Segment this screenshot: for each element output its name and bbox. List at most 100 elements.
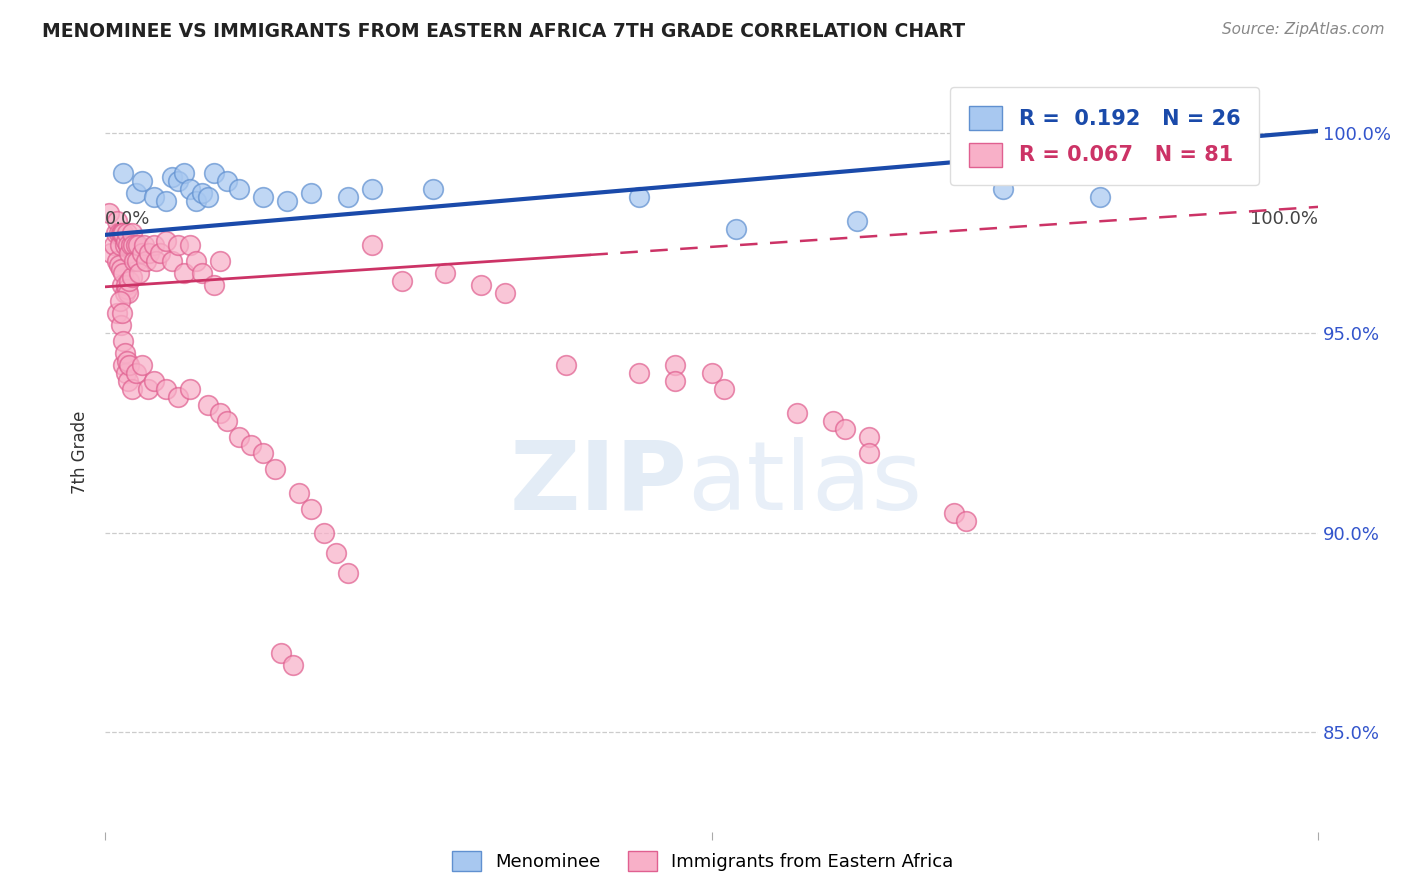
Point xyxy=(118,358,141,372)
Point xyxy=(155,382,177,396)
Point xyxy=(110,226,132,240)
Point xyxy=(117,237,139,252)
Point xyxy=(167,237,190,252)
Point xyxy=(786,406,808,420)
Point xyxy=(1088,190,1111,204)
Point xyxy=(627,366,650,380)
Point xyxy=(111,306,134,320)
Point xyxy=(108,237,131,252)
Point xyxy=(228,182,250,196)
Point xyxy=(142,190,165,204)
Point xyxy=(97,206,120,220)
Text: atlas: atlas xyxy=(688,436,922,530)
Point xyxy=(288,485,311,500)
Point xyxy=(943,506,966,520)
Point xyxy=(270,646,292,660)
Point xyxy=(136,382,159,396)
Point xyxy=(115,226,138,240)
Point xyxy=(115,282,138,296)
Point xyxy=(105,306,128,320)
Point xyxy=(107,258,129,272)
Point xyxy=(155,234,177,248)
Point xyxy=(100,245,122,260)
Text: 0.0%: 0.0% xyxy=(105,211,150,228)
Point xyxy=(299,501,322,516)
Point xyxy=(125,253,148,268)
Point xyxy=(121,382,143,396)
Point xyxy=(299,186,322,200)
Text: MENOMINEE VS IMMIGRANTS FROM EASTERN AFRICA 7TH GRADE CORRELATION CHART: MENOMINEE VS IMMIGRANTS FROM EASTERN AFR… xyxy=(42,22,966,41)
Point xyxy=(191,266,214,280)
Point xyxy=(202,166,225,180)
Point xyxy=(160,169,183,184)
Point xyxy=(312,525,335,540)
Text: Source: ZipAtlas.com: Source: ZipAtlas.com xyxy=(1222,22,1385,37)
Point xyxy=(228,430,250,444)
Point xyxy=(991,182,1014,196)
Y-axis label: 7th Grade: 7th Grade xyxy=(72,411,89,494)
Point xyxy=(834,422,856,436)
Point xyxy=(470,277,492,292)
Point xyxy=(105,226,128,240)
Point xyxy=(110,261,132,276)
Point xyxy=(173,266,195,280)
Point xyxy=(108,293,131,308)
Point xyxy=(132,237,155,252)
Point xyxy=(114,366,136,380)
Point xyxy=(209,406,232,420)
Point xyxy=(361,182,384,196)
Point xyxy=(110,318,132,332)
Point xyxy=(127,237,149,252)
Point xyxy=(433,266,456,280)
Point xyxy=(114,277,136,292)
Point xyxy=(124,237,146,252)
Legend: R =  0.192   N = 26, R = 0.067   N = 81: R = 0.192 N = 26, R = 0.067 N = 81 xyxy=(950,87,1260,186)
Point xyxy=(664,358,686,372)
Point xyxy=(239,438,262,452)
Point xyxy=(138,245,160,260)
Point xyxy=(167,390,190,404)
Point xyxy=(361,237,384,252)
Point xyxy=(124,366,146,380)
Point xyxy=(186,194,208,208)
Point xyxy=(120,237,142,252)
Point xyxy=(252,190,274,204)
Point xyxy=(115,353,138,368)
Point xyxy=(105,214,128,228)
Point xyxy=(276,194,298,208)
Point xyxy=(391,274,413,288)
Point xyxy=(145,253,167,268)
Point xyxy=(131,174,153,188)
Point xyxy=(627,190,650,204)
Point xyxy=(155,194,177,208)
Point xyxy=(142,374,165,388)
Text: ZIP: ZIP xyxy=(509,436,688,530)
Point xyxy=(202,277,225,292)
Point xyxy=(252,446,274,460)
Point xyxy=(179,237,201,252)
Point xyxy=(336,190,359,204)
Point xyxy=(215,174,238,188)
Point xyxy=(114,237,136,252)
Point xyxy=(160,253,183,268)
Point xyxy=(131,245,153,260)
Point xyxy=(336,566,359,580)
Point xyxy=(167,174,190,188)
Point xyxy=(173,166,195,180)
Point xyxy=(283,657,305,672)
Point xyxy=(118,245,141,260)
Point xyxy=(124,186,146,200)
Point xyxy=(112,166,135,180)
Point xyxy=(112,358,135,372)
Point xyxy=(713,382,735,396)
Point xyxy=(121,269,143,284)
Point xyxy=(112,266,135,280)
Point xyxy=(846,214,869,228)
Point xyxy=(128,266,150,280)
Point xyxy=(197,398,219,412)
Point xyxy=(821,414,844,428)
Point xyxy=(422,182,444,196)
Legend: Menominee, Immigrants from Eastern Africa: Menominee, Immigrants from Eastern Afric… xyxy=(446,844,960,879)
Point xyxy=(858,430,880,444)
Point xyxy=(135,253,157,268)
